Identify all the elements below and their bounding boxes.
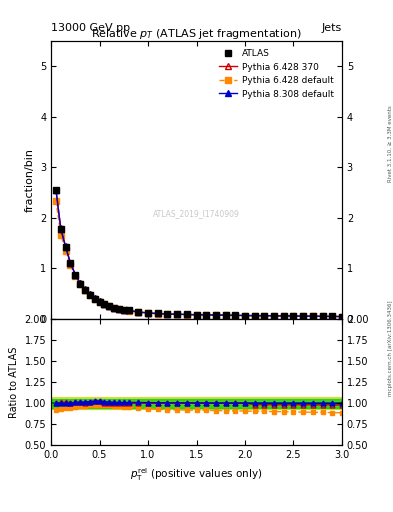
Title: Relative $p_{T}$ (ATLAS jet fragmentation): Relative $p_{T}$ (ATLAS jet fragmentatio… — [91, 27, 302, 41]
X-axis label: $p_{\rm T}^{\rm rel}$ (positive values only): $p_{\rm T}^{\rm rel}$ (positive values o… — [130, 466, 263, 483]
Y-axis label: fraction/bin: fraction/bin — [24, 148, 35, 212]
Bar — [51, 399, 342, 408]
Legend: ATLAS, Pythia 6.428 370, Pythia 6.428 default, Pythia 8.308 default: ATLAS, Pythia 6.428 370, Pythia 6.428 de… — [216, 46, 338, 102]
Text: mcplots.cern.ch [arXiv:1306.3436]: mcplots.cern.ch [arXiv:1306.3436] — [387, 301, 393, 396]
Text: Rivet 3.1.10, ≥ 3.3M events: Rivet 3.1.10, ≥ 3.3M events — [387, 105, 393, 182]
Y-axis label: Ratio to ATLAS: Ratio to ATLAS — [9, 347, 19, 418]
Text: Jets: Jets — [321, 23, 342, 33]
Text: 13000 GeV pp: 13000 GeV pp — [51, 23, 130, 33]
Bar — [51, 397, 342, 409]
Text: ATLAS_2019_I1740909: ATLAS_2019_I1740909 — [153, 209, 240, 218]
